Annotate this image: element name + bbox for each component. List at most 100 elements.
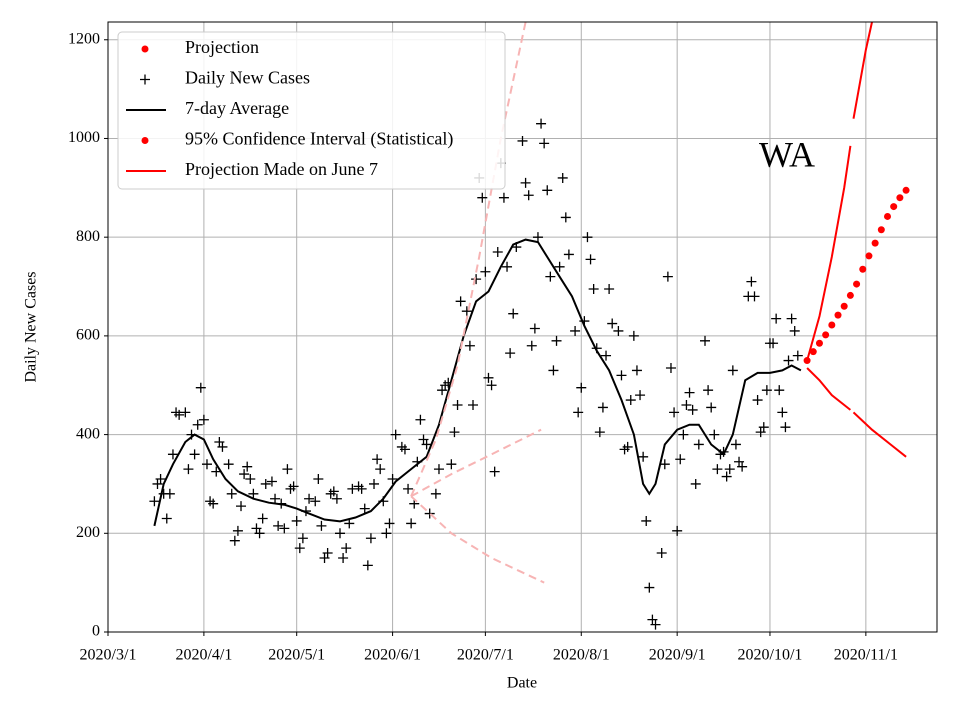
legend-symbol — [140, 74, 150, 85]
point — [502, 261, 513, 272]
legend-label: Projection Made on June 7 — [185, 159, 378, 179]
y-axis-label: Daily New Cases — [23, 271, 40, 382]
point — [399, 444, 410, 455]
point — [803, 357, 811, 365]
point — [774, 385, 785, 396]
point — [532, 232, 543, 243]
point — [183, 464, 194, 475]
point — [656, 548, 667, 559]
point — [809, 348, 817, 356]
point — [155, 474, 166, 485]
point — [638, 451, 649, 462]
point — [635, 390, 646, 401]
y-tick-label: 200 — [76, 524, 100, 541]
point — [260, 478, 271, 489]
point — [362, 560, 373, 571]
point — [693, 439, 704, 450]
point — [616, 370, 627, 381]
point — [884, 212, 892, 220]
legend-symbol — [141, 45, 149, 53]
point — [896, 194, 904, 202]
point — [690, 478, 701, 489]
point — [828, 321, 836, 329]
plot-frame — [107, 21, 938, 633]
point — [477, 192, 488, 203]
point — [433, 464, 444, 475]
point — [359, 503, 370, 514]
point — [582, 232, 593, 243]
point — [570, 325, 581, 336]
y-tick-label: 0 — [92, 623, 100, 640]
point — [659, 459, 670, 470]
point — [865, 252, 873, 260]
point — [452, 399, 463, 410]
point — [211, 466, 222, 477]
point — [486, 380, 497, 391]
legend: Projection Daily New Cases 7-day Average 95… — [117, 31, 506, 190]
point — [749, 291, 760, 302]
point — [761, 385, 772, 396]
point — [517, 135, 528, 146]
point — [282, 464, 293, 475]
point — [573, 407, 584, 418]
point — [149, 496, 160, 507]
point — [480, 266, 491, 277]
point — [229, 535, 240, 546]
x-tick-label: 2020/5/1 — [268, 647, 325, 664]
x-tick-label: 2020/9/1 — [649, 647, 706, 664]
point — [217, 441, 228, 452]
line — [153, 238, 802, 527]
point — [483, 372, 494, 383]
point — [198, 414, 209, 425]
point — [585, 254, 596, 265]
point — [313, 474, 324, 485]
point — [356, 483, 367, 494]
point — [542, 185, 553, 196]
legend-symbol — [141, 137, 149, 144]
point — [421, 439, 432, 450]
point — [752, 395, 763, 406]
point — [780, 422, 791, 433]
point — [644, 582, 655, 593]
point — [700, 335, 711, 346]
point — [789, 325, 800, 336]
point — [273, 520, 284, 531]
point — [777, 407, 788, 418]
point — [724, 464, 735, 475]
point — [236, 501, 247, 512]
y-tick-label: 400 — [76, 425, 100, 442]
point — [678, 429, 689, 440]
point — [180, 407, 191, 418]
y-tick-label: 600 — [76, 327, 100, 344]
point — [871, 239, 879, 247]
x-tick-label: 2020/10/1 — [738, 647, 803, 664]
point — [415, 414, 426, 425]
point — [424, 508, 435, 519]
point — [594, 427, 605, 438]
axes: 0 200 400 600 800 1000 1200 2020/3/1 2020/4/1 202… — [68, 30, 898, 663]
point — [877, 226, 885, 234]
point — [406, 518, 417, 529]
point — [853, 280, 861, 288]
point — [545, 271, 556, 282]
point — [164, 488, 175, 499]
point — [446, 459, 457, 470]
point — [242, 461, 253, 472]
point — [622, 441, 633, 452]
point — [245, 474, 256, 485]
point — [505, 348, 516, 359]
x-tick-label: 2020/4/1 — [175, 647, 232, 664]
point — [771, 313, 782, 324]
point — [859, 265, 867, 273]
point — [347, 483, 358, 494]
point — [665, 362, 676, 373]
point — [316, 520, 327, 531]
point — [822, 331, 830, 339]
x-tick-label: 2020/6/1 — [364, 647, 421, 664]
point — [279, 523, 290, 534]
point — [455, 296, 466, 307]
point — [304, 493, 315, 504]
point — [675, 454, 686, 465]
point — [554, 261, 565, 272]
